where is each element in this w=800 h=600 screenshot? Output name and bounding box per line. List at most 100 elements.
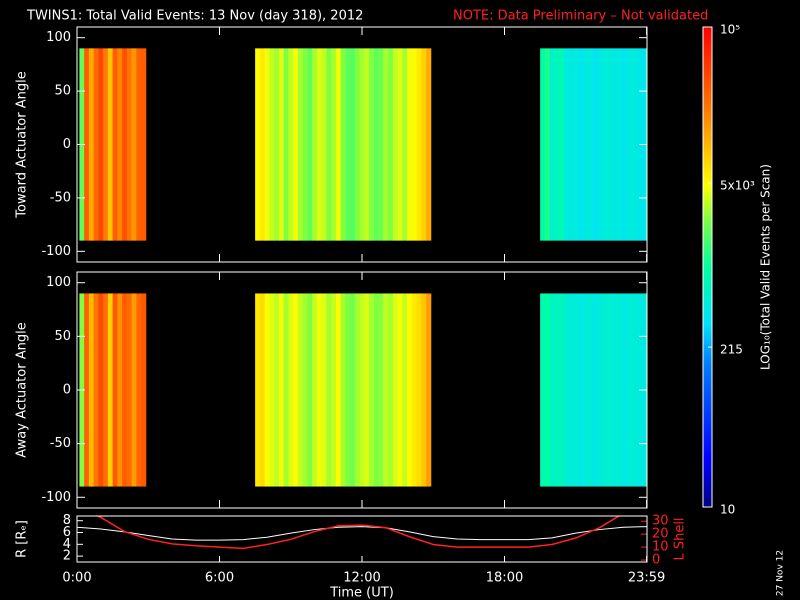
heat-cell: [297, 293, 304, 487]
date-stamp: 27 Nov 12: [776, 550, 786, 596]
y-tick-label: 100: [46, 275, 71, 290]
heat-cell: [321, 293, 327, 487]
heat-cell: [331, 48, 337, 241]
heat-cell: [340, 48, 346, 241]
heat-cell: [312, 293, 318, 487]
heat-cell: [559, 48, 565, 241]
heat-cell: [335, 293, 342, 487]
heat-cell: [103, 293, 109, 487]
heat-cell: [350, 293, 356, 487]
heat-cell: [297, 48, 304, 241]
heat-cell: [278, 48, 285, 241]
y-tick-label: 0: [63, 383, 71, 398]
y-axis-label: Toward Actuator Angle: [15, 71, 30, 218]
y-tick-label: -100: [41, 490, 71, 505]
heat-cell: [107, 293, 114, 487]
heat-cell: [373, 48, 380, 241]
heat-cell: [606, 293, 612, 487]
heat-cell: [388, 293, 394, 487]
heat-cell: [88, 293, 95, 487]
heat-cell: [540, 293, 546, 487]
heat-cell: [573, 48, 579, 241]
heat-cell: [359, 293, 365, 487]
heat-cell: [540, 48, 546, 241]
y2-tick-label: 0: [652, 553, 660, 568]
y-axis-label: R [Rₑ]: [15, 520, 30, 558]
heat-cell: [611, 48, 617, 241]
heat-cell: [601, 293, 608, 487]
heat-cell: [568, 48, 574, 241]
colorbar: [702, 26, 713, 508]
heat-cell: [625, 293, 631, 487]
heat-cell: [620, 293, 627, 487]
heat-cell: [112, 48, 118, 241]
heat-cell: [369, 293, 375, 487]
heat-cell: [383, 48, 389, 241]
heat-cell: [126, 293, 133, 487]
heat-cell: [98, 48, 104, 241]
heat-cell: [573, 293, 579, 487]
heat-cell: [392, 293, 399, 487]
heat-cell: [141, 48, 147, 241]
heat-cell: [117, 293, 123, 487]
heat-cell: [136, 48, 142, 241]
heat-cell: [416, 48, 422, 241]
heat-cell: [307, 48, 313, 241]
heat-cell: [369, 48, 375, 241]
heat-cell: [407, 293, 413, 487]
y2-tick-label: 20: [652, 527, 669, 542]
heat-cell: [559, 293, 565, 487]
plot-frame: [76, 515, 648, 563]
colorbar-tick-label: 5x10³: [720, 179, 755, 193]
heat-cell: [402, 293, 408, 487]
y2-tick-label: 10: [652, 540, 669, 555]
heat-cell: [620, 48, 627, 241]
heat-cell: [112, 293, 118, 487]
heat-cell: [326, 293, 332, 487]
heat-cell: [373, 293, 380, 487]
heat-cell: [554, 48, 560, 241]
heat-cell: [597, 293, 603, 487]
heat-cell: [288, 48, 294, 241]
heat-cell: [563, 48, 570, 241]
heat-cell: [340, 293, 346, 487]
heat-cell: [93, 293, 99, 487]
heat-cell: [568, 293, 574, 487]
heat-cell: [397, 293, 403, 487]
plot-area: [77, 516, 647, 550]
heat-cell: [345, 48, 351, 241]
heat-cell: [274, 48, 280, 241]
heat-cell: [88, 48, 95, 241]
heat-cell: [582, 293, 589, 487]
y-tick-label: 50: [54, 329, 71, 344]
x-tick-label: 0:00: [62, 571, 91, 586]
y-tick-label: -50: [50, 190, 71, 205]
heat-cell: [93, 48, 99, 241]
heat-cell: [563, 293, 570, 487]
heat-cell: [544, 48, 551, 241]
heat-cell: [606, 48, 612, 241]
heat-cell: [259, 48, 266, 241]
heat-cell: [630, 293, 636, 487]
y-tick-label: 6: [63, 525, 71, 540]
heat-cell: [283, 48, 289, 241]
line-series: [95, 516, 621, 550]
heat-cell: [316, 293, 323, 487]
heat-cell: [426, 48, 432, 241]
heat-cell: [131, 48, 137, 241]
heat-cell: [117, 48, 123, 241]
heat-cell: [354, 48, 361, 241]
y-tick-label: 100: [46, 30, 71, 45]
heat-cell: [421, 293, 427, 487]
note: NOTE: Data Preliminary – Not validated: [453, 9, 708, 24]
x-tick-label: 6:00: [205, 571, 234, 586]
y2-tick-label: 30: [652, 514, 669, 529]
heat-cell: [616, 293, 622, 487]
heat-cell: [141, 293, 147, 487]
heat-cell: [635, 48, 641, 241]
heat-cell: [302, 293, 308, 487]
y-tick-label: 2: [63, 549, 71, 564]
heat-cell: [407, 48, 413, 241]
heat-cell: [630, 48, 636, 241]
